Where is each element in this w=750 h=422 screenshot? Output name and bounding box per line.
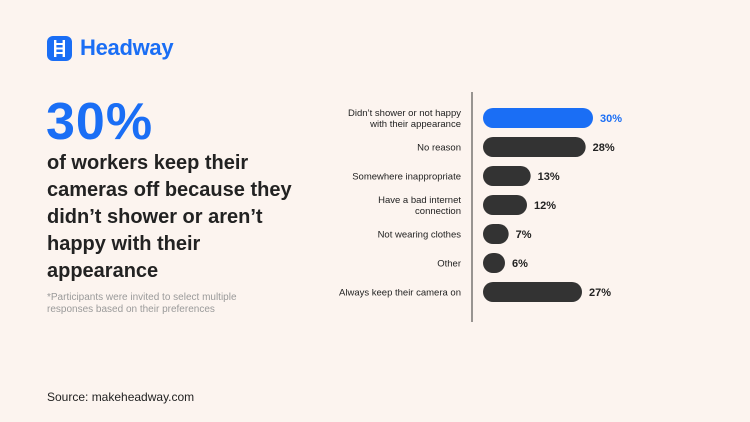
value-label: 27% xyxy=(589,287,611,299)
value-label: 6% xyxy=(512,258,528,270)
value-label: 30% xyxy=(600,113,622,125)
category-label: Have a bad internet connection xyxy=(378,195,461,217)
bar xyxy=(483,195,527,215)
category-label: Didn’t shower or not happy with their app… xyxy=(348,108,461,130)
value-label: 12% xyxy=(534,200,556,212)
headline-stat: 30% xyxy=(46,93,154,151)
brand-name: Headway xyxy=(80,35,174,60)
bar xyxy=(483,166,531,186)
category-label: Not wearing clothes xyxy=(378,230,462,241)
bar xyxy=(483,137,586,157)
bar xyxy=(483,108,593,128)
brand-logo: Headway xyxy=(47,35,174,61)
source-note: Source: makeheadway.com xyxy=(47,390,195,404)
category-label: Somewhere inappropriate xyxy=(352,172,461,183)
category-label: No reason xyxy=(417,143,461,154)
ladder-icon xyxy=(47,35,72,61)
value-label: 28% xyxy=(593,142,615,154)
value-label: 7% xyxy=(516,229,532,241)
footnote: *Participants were invited to select mul… xyxy=(47,292,237,315)
value-label: 13% xyxy=(538,171,560,183)
bar xyxy=(483,253,505,273)
bar xyxy=(483,282,582,302)
headline-text: of workers keep their cameras off becaus… xyxy=(47,152,292,282)
category-label: Always keep their camera on xyxy=(339,288,461,299)
bar xyxy=(483,224,509,244)
category-label: Other xyxy=(437,259,461,270)
